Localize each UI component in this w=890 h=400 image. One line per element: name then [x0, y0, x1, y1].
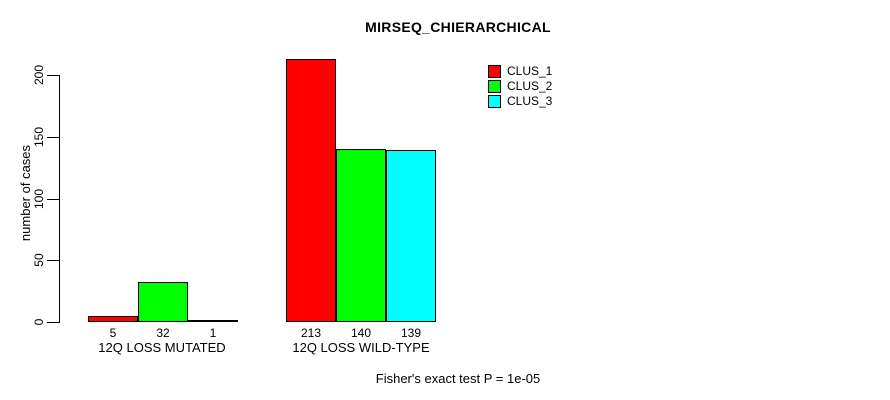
legend-swatch-clus_1 [488, 65, 501, 78]
bar-clus_2-2 [336, 149, 386, 322]
y-axis-line [59, 75, 60, 323]
category-label: 12Q LOSS MUTATED [98, 340, 226, 355]
bar-clus_1-2 [286, 59, 336, 322]
legend-swatch-clus_2 [488, 80, 501, 93]
bar-clus_3-1 [188, 320, 238, 322]
bar-value-label: 1 [209, 326, 217, 340]
y-axis-tick [47, 322, 59, 323]
category-label: 12Q LOSS WILD-TYPE [292, 340, 430, 355]
bar-value-label: 139 [400, 326, 422, 340]
y-axis-tick-label: 200 [32, 64, 46, 86]
annotation-text: Fisher's exact test P = 1e-05 [375, 371, 541, 386]
bar-value-label: 5 [109, 326, 117, 340]
legend-label-clus_2: CLUS_2 [507, 79, 553, 93]
bar-value-label: 32 [156, 326, 170, 340]
legend-label-clus_3: CLUS_3 [507, 94, 553, 108]
bar-clus_1-1 [88, 316, 138, 322]
bar-clus_2-1 [138, 282, 188, 322]
y-axis-tick-label: 0 [32, 318, 46, 326]
legend-label-clus_1: CLUS_1 [507, 64, 553, 78]
chart-title: MIRSEQ_CHIERARCHICAL [365, 19, 551, 35]
bar-value-label: 140 [350, 326, 372, 340]
y-axis-tick [47, 75, 59, 76]
bar-value-label: 213 [300, 326, 322, 340]
y-axis-tick [47, 137, 59, 138]
y-axis-tick-label: 100 [32, 188, 46, 210]
y-axis-tick-label: 50 [32, 253, 46, 267]
bar-clus_3-2 [386, 150, 436, 322]
y-axis-tick [47, 199, 59, 200]
y-axis-label: number of cases [18, 144, 33, 242]
y-axis-tick [47, 260, 59, 261]
legend-swatch-clus_3 [488, 95, 501, 108]
y-axis-tick-label: 150 [32, 126, 46, 148]
